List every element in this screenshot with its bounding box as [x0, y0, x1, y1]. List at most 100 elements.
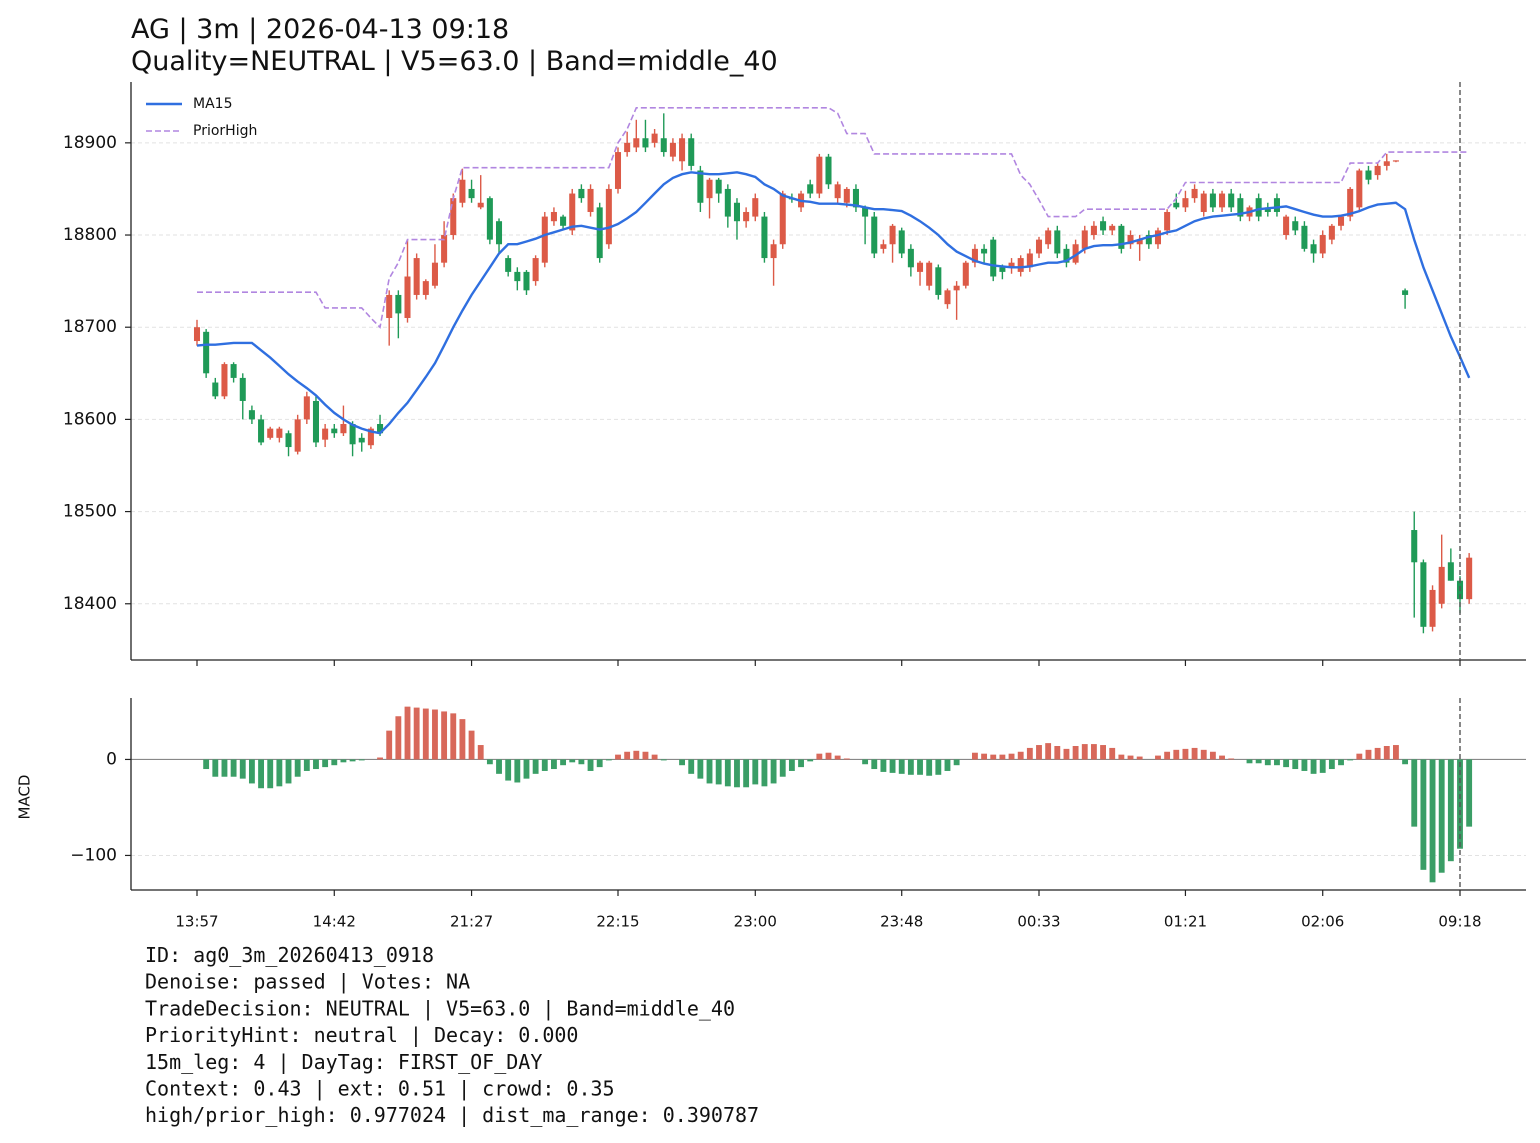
candle-body [212, 382, 219, 397]
macd-bar [990, 754, 997, 760]
candle-body [990, 239, 997, 277]
candle-body [1063, 248, 1070, 263]
candle-body [1118, 225, 1125, 249]
macd-bar [422, 708, 429, 760]
candle-body [1420, 562, 1427, 627]
candle-body [871, 216, 878, 254]
candle-body [1237, 198, 1244, 217]
candle-body [258, 419, 265, 443]
macd-bar [1026, 747, 1033, 760]
candle-body [1209, 193, 1216, 208]
macd-bar [1246, 759, 1253, 764]
macd-bar [953, 759, 960, 766]
candle-body [1219, 193, 1226, 208]
candle-body [1154, 230, 1161, 245]
legend-label: PriorHigh [193, 123, 257, 139]
candle-body [358, 437, 365, 443]
macd-bar [1008, 753, 1015, 760]
candle-body [203, 331, 210, 374]
macd-bar [1109, 747, 1116, 760]
macd-bar [679, 759, 685, 766]
candle-body [971, 248, 978, 263]
macd-bar [981, 753, 988, 760]
candle-body [1182, 198, 1189, 208]
candle-body [715, 179, 722, 194]
macd-bar [331, 759, 338, 766]
candle-body [193, 327, 201, 342]
line-series [197, 107, 1470, 329]
macd-bar [1466, 759, 1473, 827]
macd-bar [349, 759, 356, 762]
candle-body [1173, 202, 1180, 208]
x-tick-label: 01:21 [1164, 913, 1207, 931]
macd-bar [871, 759, 878, 770]
macd-bar [862, 759, 869, 765]
candle-body [953, 285, 960, 291]
candle-body [514, 271, 521, 282]
candle-body [1328, 225, 1335, 240]
candle-body [1283, 216, 1290, 236]
macd-bar [523, 759, 530, 779]
candle-body [706, 179, 713, 199]
macd-bar [1283, 759, 1290, 768]
candle-body [834, 184, 841, 199]
candle-body [477, 202, 484, 208]
chart-title: AG | 3m | 2026-04-13 09:18 [131, 14, 509, 45]
candle-body [944, 290, 951, 305]
macd-bar [1228, 758, 1235, 760]
macd-bar [999, 754, 1006, 760]
candle-body [1026, 253, 1033, 268]
macd-bar [358, 759, 365, 761]
candle-body [679, 138, 686, 162]
macd-bar [395, 716, 402, 760]
candle-body [1447, 562, 1454, 581]
macd-bar [734, 759, 740, 788]
candle-body [1045, 230, 1052, 245]
macd-bar [239, 759, 246, 779]
macd-bar [1200, 749, 1207, 760]
candle-body [1411, 530, 1418, 563]
candle-body [285, 433, 292, 448]
candle-body [532, 258, 539, 282]
macd-bar [935, 759, 942, 775]
macd-bar [798, 759, 804, 768]
candle-body [523, 271, 530, 291]
macd-bar [532, 759, 539, 774]
info-line: Context: 0.43 | ext: 0.51 | crowd: 0.35 [145, 1077, 615, 1101]
macd-bar [258, 759, 264, 789]
macd-bar [642, 751, 649, 760]
macd-bar [1118, 754, 1125, 760]
macd-bar [633, 750, 640, 760]
macd-bar [1374, 747, 1381, 760]
candle-body [1338, 216, 1345, 226]
macd-bar [743, 759, 750, 788]
candle-body [541, 216, 548, 263]
macd-bar [615, 754, 621, 760]
macd-bar [898, 759, 905, 774]
candle-body [569, 193, 576, 231]
candle-body [331, 428, 338, 434]
candle-body [743, 211, 750, 222]
candle-body [1191, 188, 1198, 199]
y-tick-label: 18800 [63, 225, 117, 245]
macd-bar [972, 752, 978, 760]
macd-bar [605, 759, 612, 761]
candle-body [825, 156, 832, 185]
candle-body [349, 424, 356, 445]
macd-bar [596, 759, 603, 768]
macd-bar [313, 759, 319, 770]
candle-body [267, 428, 274, 438]
candle-body [917, 262, 924, 272]
macd-bar [1182, 748, 1189, 760]
macd-bar [560, 759, 567, 766]
macd-bar [724, 759, 731, 787]
x-tick-label: 02:06 [1301, 913, 1344, 931]
candle-body [614, 152, 622, 189]
candle-body [230, 364, 237, 378]
macd-bar [248, 759, 255, 784]
candle-body [587, 188, 594, 212]
candle-body [441, 235, 448, 263]
macd-bar [505, 759, 512, 781]
macd-bar [468, 730, 475, 760]
candle-body [1356, 170, 1363, 208]
